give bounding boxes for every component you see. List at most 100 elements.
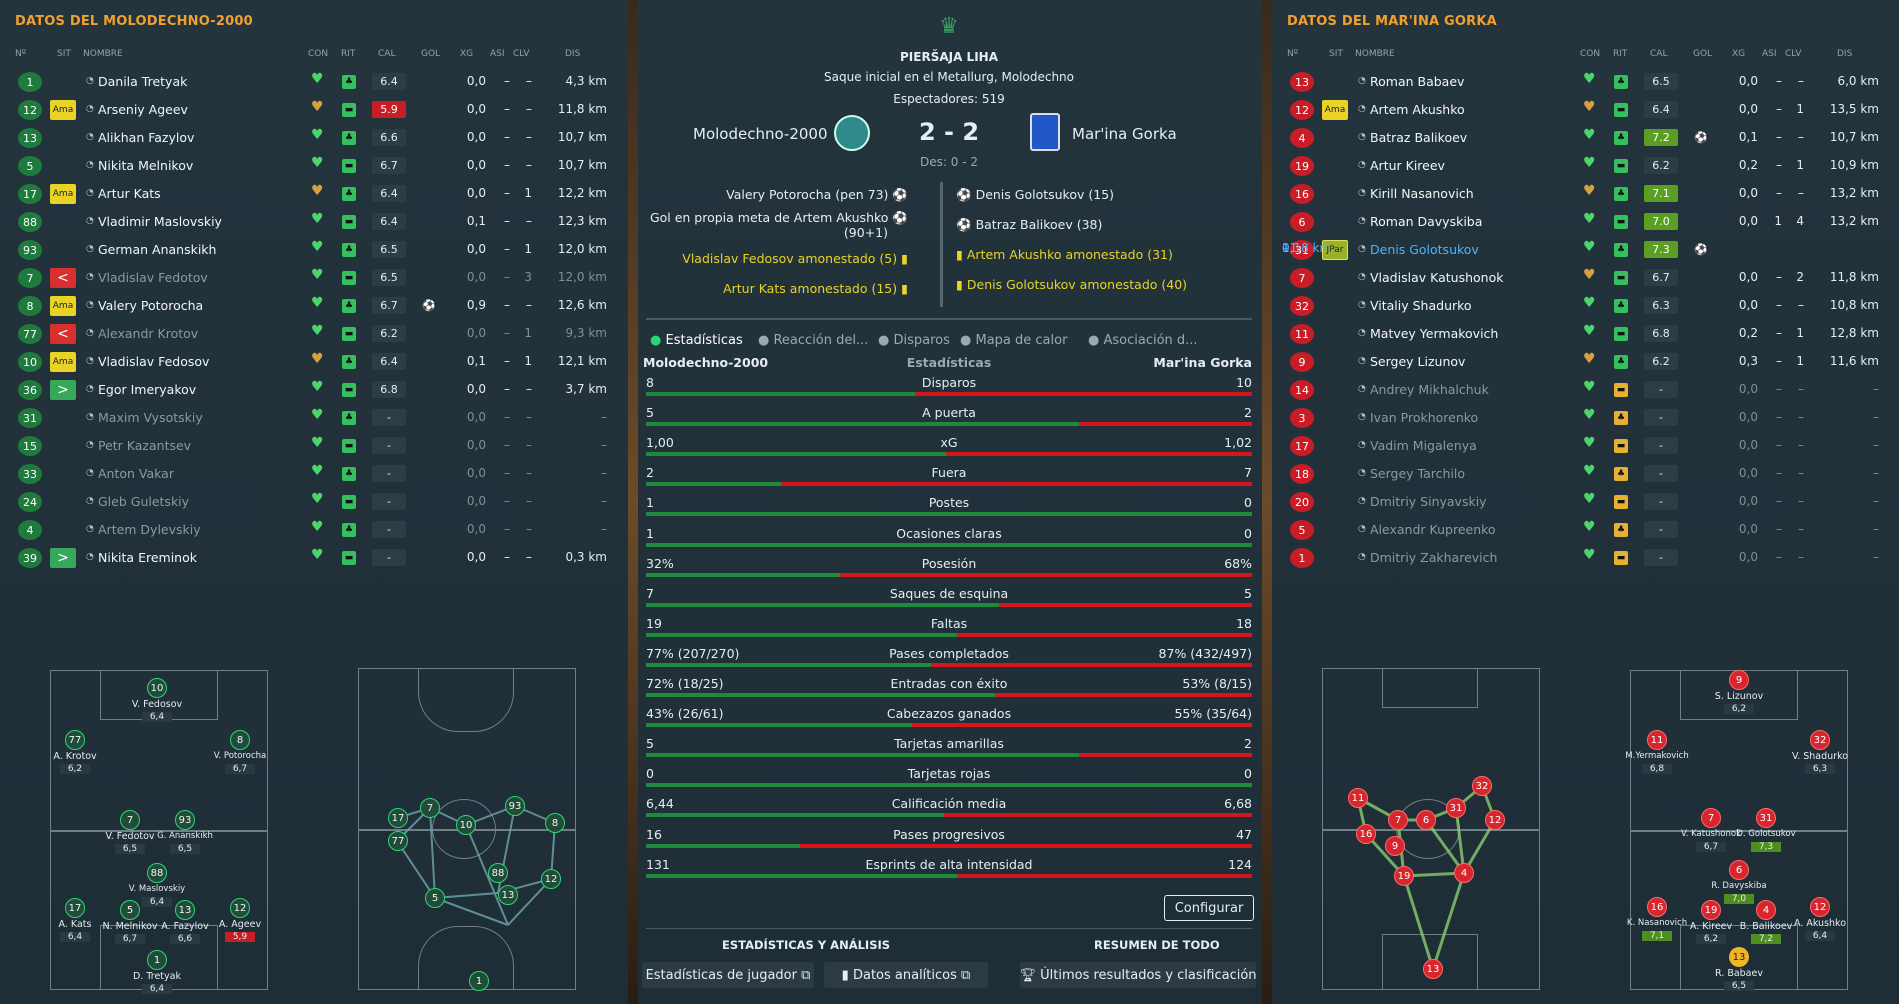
- player-name[interactable]: Denis Golotsukov: [1370, 242, 1479, 257]
- col-gol[interactable]: GOL: [421, 49, 441, 59]
- home-team-name[interactable]: Molodechno-2000: [693, 125, 828, 143]
- player-row[interactable]: 10 Ama ◔ Vladislav Fedosov ♥ ♣ 6.4 0,1 –1 12,1 km: [10, 349, 618, 375]
- player-row[interactable]: 20 ◔ Dmitriy Sinyavskiy ♥ ▬ - 0,0 – – –: [1282, 489, 1890, 515]
- formation-player-marker[interactable]: 10: [147, 678, 167, 698]
- results-button[interactable]: 🏆︎ Últimos resultados y clasificación: [1019, 962, 1257, 988]
- player-row[interactable]: 36 > ◔ Egor Imeryakov ♥ ▬ 6.8 0,0 – – 3,7 km: [10, 377, 618, 403]
- col-sit[interactable]: SIT: [57, 49, 71, 59]
- player-row[interactable]: 6 ◔ Roman Davyskiba ♥ ▬ 7.0 0,0 1 4 13,2 km: [1282, 209, 1890, 235]
- player-name[interactable]: Andrey Mikhalchuk: [1370, 382, 1489, 397]
- col-con[interactable]: CON: [1580, 49, 1601, 59]
- col-clv[interactable]: CLV: [1785, 49, 1802, 59]
- col-clv[interactable]: CLV: [513, 49, 530, 59]
- player-stats-button[interactable]: Estadísticas de jugador ⧉: [642, 962, 814, 988]
- player-row[interactable]: 5 ◔ Alexandr Kupreenko ♥ ♣ - 0,0 – – –: [1282, 517, 1890, 543]
- formation-player-marker[interactable]: 32: [1810, 730, 1830, 750]
- col-rit[interactable]: RIT: [1613, 49, 1628, 59]
- formation-player-marker[interactable]: 7: [120, 810, 140, 830]
- player-name[interactable]: Batraz Balikoev: [1370, 130, 1468, 145]
- player-row[interactable]: 13 ◔ Roman Babaev ♥ ♣ 6.5 0,0 – – 6,0 km: [1282, 69, 1890, 95]
- col-name[interactable]: NOMBRE: [1355, 49, 1395, 59]
- away-team-name[interactable]: Mar'ina Gorka: [1072, 125, 1177, 143]
- away-team-badge[interactable]: [1030, 113, 1060, 151]
- player-name[interactable]: Vladimir Maslovskiy: [98, 214, 222, 229]
- col-cal[interactable]: CAL: [378, 49, 396, 59]
- player-row[interactable]: 4 ◔ Artem Dylevskiy ♥ ♣ - 0,0 – – –: [10, 517, 618, 543]
- col-cal[interactable]: CAL: [1650, 49, 1668, 59]
- player-row[interactable]: 15 ◔ Petr Kazantsev ♥ ▬ - 0,0 – – –: [10, 433, 618, 459]
- player-row[interactable]: 12 Ama ◔ Artem Akushko ♥ ▬ 6.4 0,0 –1 13,5 km: [1282, 97, 1890, 123]
- player-row[interactable]: 18 ◔ Sergey Tarchilo ♥ ♣ - 0,0 – – –: [1282, 461, 1890, 487]
- player-name[interactable]: Valery Potorocha: [98, 298, 204, 313]
- player-row[interactable]: 16 ◔ Kirill Nasanovich ♥ ♣ 7.1 0,0 – – 13,2 km: [1282, 181, 1890, 207]
- player-row[interactable]: 1 ◔ Danila Tretyak ♥ ♣ 6.4 0,0 – – 4,3 km: [10, 69, 618, 95]
- player-name[interactable]: Alexandr Krotov: [98, 326, 199, 341]
- formation-player-marker[interactable]: 77: [65, 730, 85, 750]
- player-row[interactable]: 3 ◔ Ivan Prokhorenko ♥ ♣ - 0,0 – – –: [1282, 405, 1890, 431]
- col-asi[interactable]: ASI: [490, 49, 505, 59]
- player-row[interactable]: 7 < ◔ Vladislav Fedotov ♥ ▬ 6.5 0,0 –3 12,0 km: [10, 265, 618, 291]
- player-row[interactable]: 8 Ama ◔ Valery Potorocha ♥ ♣ 6.7 ⚽ 0,9 – – 12,6 km: [10, 293, 618, 319]
- player-row[interactable]: 7 ◔ Vladislav Katushonok ♥ ▬ 6.7 0,0 –2 11,8 km: [1282, 265, 1890, 291]
- formation-player-marker[interactable]: 16: [1647, 897, 1667, 917]
- home-team-badge[interactable]: [834, 115, 870, 151]
- player-name[interactable]: Anton Vakar: [98, 466, 174, 481]
- tab-mapa-calor[interactable]: ● Mapa de calor: [960, 333, 1068, 348]
- col-xg[interactable]: XG: [1732, 49, 1746, 59]
- player-name[interactable]: Gleb Guletskiy: [98, 494, 190, 509]
- player-name[interactable]: Egor Imeryakov: [98, 382, 197, 397]
- player-name[interactable]: Vadim Migalenya: [1370, 438, 1477, 453]
- player-name[interactable]: Ivan Prokhorenko: [1370, 410, 1479, 425]
- tab-reaccion[interactable]: ● Reacción del...: [758, 333, 869, 348]
- formation-player-marker[interactable]: 12: [1810, 897, 1830, 917]
- player-row[interactable]: 11 ◔ Matvey Yermakovich ♥ ▬ 6.8 0,2 –1 12,8 km: [1282, 321, 1890, 347]
- player-row[interactable]: 24 ◔ Gleb Guletskiy ♥ ▬ - 0,0 – – –: [10, 489, 618, 515]
- player-name[interactable]: Roman Babaev: [1370, 74, 1465, 89]
- player-name[interactable]: Dmitriy Sinyavskiy: [1370, 494, 1487, 509]
- player-name[interactable]: Matvey Yermakovich: [1370, 326, 1499, 341]
- player-name[interactable]: Vladislav Fedosov: [98, 354, 210, 369]
- col-rit[interactable]: RIT: [341, 49, 356, 59]
- col-num[interactable]: Nº: [15, 49, 26, 59]
- player-name[interactable]: Arseniy Ageev: [98, 102, 188, 117]
- tab-disparos[interactable]: ● Disparos: [878, 333, 950, 348]
- col-asi[interactable]: ASI: [1762, 49, 1777, 59]
- formation-player-marker[interactable]: 6: [1729, 860, 1749, 880]
- player-name[interactable]: Alexandr Kupreenko: [1370, 522, 1496, 537]
- player-name[interactable]: Artem Akushko: [1370, 102, 1465, 117]
- player-row[interactable]: 17 ◔ Vadim Migalenya ♥ ▬ - 0,0 – – –: [1282, 433, 1890, 459]
- player-row[interactable]: 33 ◔ Anton Vakar ♥ ♣ - 0,0 – – –: [10, 461, 618, 487]
- player-row[interactable]: 39 > ◔ Nikita Ereminok ♥ ▬ - 0,0 – – 0,3 km: [10, 545, 618, 571]
- player-name[interactable]: Artur Kireev: [1370, 158, 1445, 173]
- player-row[interactable]: 88 ◔ Vladimir Maslovskiy ♥ ▬ 6.4 0,1 – – 12,3 km: [10, 209, 618, 235]
- formation-player-marker[interactable]: 17: [65, 898, 85, 918]
- player-row[interactable]: 93 ◔ German Ananskikh ♥ ♣ 6.5 0,0 –1 12,0 km: [10, 237, 618, 263]
- player-row[interactable]: 31 ◔ Maxim Vysotskiy ♥ ♣ - 0,0 – – –: [10, 405, 618, 431]
- player-name[interactable]: German Ananskikh: [98, 242, 217, 257]
- player-name[interactable]: Nikita Ereminok: [98, 550, 197, 565]
- player-name[interactable]: Artur Kats: [98, 186, 161, 201]
- player-name[interactable]: Kirill Nasanovich: [1370, 186, 1474, 201]
- player-name[interactable]: Roman Davyskiba: [1370, 214, 1483, 229]
- player-row[interactable]: 19 ◔ Artur Kireev ♥ ▬ 6.2 0,2 –1 10,9 km: [1282, 153, 1890, 179]
- tab-asociacion[interactable]: ● Asociación d...: [1088, 333, 1198, 348]
- formation-player-marker[interactable]: 88: [147, 863, 167, 883]
- formation-player-marker[interactable]: 7: [1701, 808, 1721, 828]
- col-dis[interactable]: DIS: [1837, 49, 1853, 59]
- formation-player-marker[interactable]: 9: [1729, 670, 1749, 690]
- player-row[interactable]: 12 Ama ◔ Arseniy Ageev ♥ ▬ 5.9 0,0 – – 11,8 km: [10, 97, 618, 123]
- formation-player-marker[interactable]: 31: [1756, 808, 1776, 828]
- player-row[interactable]: 4 ◔ Batraz Balikoev ♥ ♣ 7.2 ⚽ 0,1 – – 10,7 km: [1282, 125, 1890, 151]
- col-num[interactable]: Nº: [1287, 49, 1298, 59]
- col-dis[interactable]: DIS: [565, 49, 581, 59]
- player-name[interactable]: Maxim Vysotskiy: [98, 410, 203, 425]
- player-row[interactable]: 13 ◔ Alikhan Fazylov ♥ ♣ 6.6 0,0 – – 10,7 km: [10, 125, 618, 151]
- tab-estadisticas[interactable]: ● Estadísticas: [650, 333, 743, 348]
- player-name[interactable]: Danila Tretyak: [98, 74, 188, 89]
- player-name[interactable]: Dmitriy Zakharevich: [1370, 550, 1498, 565]
- player-row[interactable]: 1 ◔ Dmitriy Zakharevich ♥ ▬ - 0,0 – – –: [1282, 545, 1890, 571]
- player-row[interactable]: 31 JPar ◔ Denis Golotsukov ♥ ♣ 7.3 ⚽ 0,1–1 11,8 k…: [1282, 237, 1890, 263]
- formation-player-marker[interactable]: 13: [1729, 947, 1749, 967]
- formation-player-marker[interactable]: 93: [175, 810, 195, 830]
- formation-player-marker[interactable]: 1: [147, 950, 167, 970]
